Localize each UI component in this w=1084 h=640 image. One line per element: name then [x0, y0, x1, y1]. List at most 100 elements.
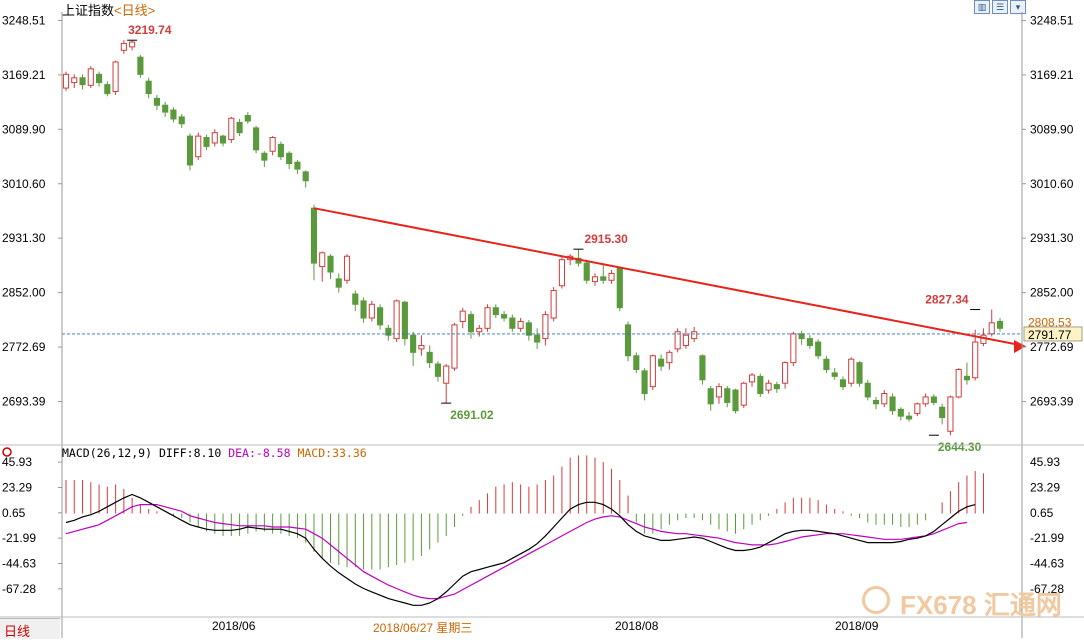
candle-body: [914, 403, 921, 414]
timeframe-tab[interactable]: 日线: [0, 618, 60, 639]
candle-body: [649, 355, 656, 388]
candle-body: [732, 389, 739, 412]
y-tick-label-left: 3169.21: [2, 68, 46, 82]
candle-body: [62, 73, 70, 89]
candle-body: [484, 307, 491, 329]
candle-body: [79, 77, 86, 86]
candle-body: [492, 307, 499, 316]
ref-price-label: 2791.77: [1028, 328, 1072, 342]
macd-tick-label-left: 0.65: [2, 506, 26, 520]
candle-body: [467, 314, 475, 333]
candle-body: [765, 382, 772, 391]
chart-title: 上证指数<日线>: [62, 0, 155, 19]
candle-body: [939, 406, 946, 419]
timeframe-tab-label: 日线: [4, 624, 31, 639]
watermark-logo-icon: [862, 586, 890, 614]
candle-body: [889, 396, 896, 412]
macd-tick-label-right: -67.28: [1030, 582, 1064, 596]
candle-body: [666, 351, 673, 364]
diff-line: [65, 493, 976, 606]
candle-body: [509, 317, 516, 329]
chart-window-icon[interactable]: ▥: [974, 0, 990, 14]
list-window-icon[interactable]: ☰: [992, 0, 1008, 14]
candle-body: [517, 320, 524, 329]
macd-name: MACD(26,12,9): [62, 446, 153, 460]
candle-body: [145, 80, 152, 95]
candle-body: [418, 344, 425, 350]
candle-body: [988, 322, 995, 335]
macd-diff-value: DIFF:8.10: [158, 446, 222, 460]
candle-body: [856, 362, 863, 384]
candle-body: [253, 127, 260, 151]
candle-body: [550, 290, 557, 319]
macd-tick-label-right: -44.63: [1030, 556, 1064, 570]
macd-tick-label-right: 45.93: [1030, 455, 1060, 469]
candle-body: [129, 41, 136, 48]
y-tick-label-left: 2693.39: [2, 394, 46, 408]
macd-tick-label-right: 23.29: [1030, 480, 1060, 494]
candle-body: [624, 324, 632, 357]
window-button-group: ▥ ☰ ▾: [974, 0, 1026, 14]
candle-body: [195, 135, 202, 158]
watermark: FX678 汇通网: [900, 590, 1062, 620]
candle-body: [972, 341, 979, 379]
high-label-2827: 2827.34: [925, 293, 969, 307]
candle-body: [724, 388, 731, 403]
candle-body: [319, 252, 326, 268]
last-price-label: 2808.53: [1028, 315, 1072, 329]
high-label-3219: 3219.74: [128, 23, 172, 37]
macd-panel: [65, 455, 984, 606]
candle-body: [748, 374, 756, 383]
candle-body: [691, 331, 698, 340]
settings-icon[interactable]: ▾: [1010, 0, 1026, 14]
last-price-box: [1024, 314, 1082, 329]
candle-body: [162, 104, 169, 113]
candle-body: [170, 109, 177, 120]
candle-body: [228, 117, 235, 141]
candle-body: [352, 293, 359, 305]
candle-body: [203, 136, 210, 147]
candle-body: [87, 68, 94, 86]
candle-body: [658, 358, 665, 367]
candle-body: [534, 334, 541, 343]
candle-body: [823, 358, 830, 370]
macd-tick-label-left: -44.63: [2, 556, 36, 570]
macd-tick-label-right: 0.65: [1030, 506, 1054, 520]
candle-body: [327, 255, 334, 273]
candle-body: [393, 300, 400, 340]
index-name: 上证指数: [62, 3, 115, 18]
y-tick-label-left: 2931.30: [2, 231, 46, 245]
y-tick-label-left: 3089.90: [2, 122, 46, 136]
y-tick-label-right: 3248.51: [1030, 13, 1074, 27]
candle-body: [715, 386, 723, 398]
candle-body: [95, 73, 103, 84]
candle-body: [120, 42, 127, 51]
y-tick-label-right: 2931.30: [1030, 231, 1074, 245]
candle-body: [600, 276, 607, 281]
y-tick-label-right: 2693.39: [1030, 394, 1074, 408]
candle-body: [963, 375, 971, 381]
candle-body: [236, 121, 243, 134]
candle-body: [591, 276, 599, 283]
timeframe-label: <日线>: [114, 3, 156, 18]
candle-body: [178, 116, 185, 125]
candle-body: [872, 399, 880, 405]
candle-body: [897, 408, 904, 417]
candlestick-series: [62, 40, 1004, 436]
candle-body: [608, 272, 615, 281]
candle-body: [790, 333, 797, 364]
candle-body: [947, 396, 954, 432]
y-tick-label-right: 3089.90: [1030, 122, 1074, 136]
candle-body: [782, 362, 789, 384]
x-label-jun: 2018/06: [212, 619, 256, 633]
candle-body: [542, 314, 549, 340]
candle-body: [930, 396, 937, 403]
candle-body: [426, 351, 433, 364]
candle-body: [219, 135, 227, 144]
candle-body: [368, 303, 375, 319]
x-label-cursor-date: 2018/06/27 星期三: [373, 621, 473, 635]
candle-body: [377, 307, 384, 326]
candle-body: [633, 355, 640, 370]
candle-body: [294, 161, 301, 170]
